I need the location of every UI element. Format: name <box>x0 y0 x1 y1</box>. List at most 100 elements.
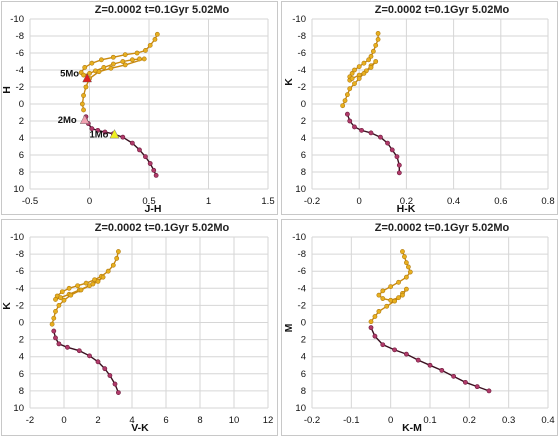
data-point <box>415 357 421 363</box>
data-point <box>385 140 390 146</box>
chart-panel-km: Z=0.0002 t=0.1Gyr 5.02Mo -0.2 -0.1 0 0.1 0.2 0… <box>281 219 558 436</box>
x-tick-label: -2 <box>26 415 34 426</box>
data-point <box>83 84 89 90</box>
y-tick-label: 8 <box>19 386 24 397</box>
data-point <box>110 54 116 60</box>
x-tick-label: 0.2 <box>463 415 476 426</box>
data-point <box>347 118 353 124</box>
x-axis-label: K-M <box>402 422 422 434</box>
data-point <box>380 288 386 294</box>
data-point <box>404 351 409 357</box>
data-point <box>107 373 113 378</box>
data-point <box>368 54 374 59</box>
data-point <box>122 52 128 58</box>
x-tick-label: -0.2 <box>304 196 320 207</box>
data-point <box>405 264 411 270</box>
y-tick-label: -6 <box>298 266 306 277</box>
x-axis-label: V-K <box>131 422 149 434</box>
data-point <box>114 255 120 261</box>
data-point <box>58 295 63 301</box>
mass-marker <box>82 73 92 83</box>
data-point <box>462 379 468 385</box>
data-point <box>116 390 121 396</box>
data-point <box>486 388 492 394</box>
data-point <box>373 59 379 64</box>
data-point <box>361 60 367 66</box>
data-point <box>396 295 401 301</box>
data-point <box>120 59 126 64</box>
y-axis-label: H <box>2 86 13 94</box>
data-point <box>352 124 357 130</box>
data-point <box>396 162 402 168</box>
data-point <box>76 348 82 354</box>
data-point <box>366 57 372 63</box>
data-point <box>349 76 355 81</box>
y-tick-label: -4 <box>298 283 306 294</box>
x-tick-label: 10 <box>229 415 240 426</box>
data-point <box>51 315 57 321</box>
x-tick-label: -0.1 <box>343 415 359 426</box>
data-point <box>134 50 140 56</box>
data-point <box>345 111 350 117</box>
x-tick-label: 1 <box>206 196 211 207</box>
x-tick-label: 0 <box>357 196 362 207</box>
y-tick-label: -4 <box>16 65 24 76</box>
x-tick-label: 1.5 <box>261 196 274 207</box>
data-point <box>378 134 383 140</box>
x-axis-label: H-K <box>397 203 416 215</box>
data-point <box>137 56 142 62</box>
data-point <box>100 274 106 280</box>
y-tick-label: -8 <box>298 249 306 260</box>
x-tick-label: 0.4 <box>447 196 460 207</box>
data-point <box>370 48 376 54</box>
y-tick-label: 0 <box>301 99 306 110</box>
data-point <box>56 341 62 347</box>
y-tick-label: -4 <box>298 65 306 76</box>
y-tick-label: 10 <box>13 403 24 414</box>
data-point <box>89 126 95 132</box>
data-point <box>400 292 405 298</box>
data-point <box>89 60 95 66</box>
data-point <box>376 292 382 298</box>
data-point <box>394 154 400 160</box>
y-tick-label: -8 <box>16 249 24 260</box>
data-point <box>141 56 147 62</box>
data-point <box>404 274 409 280</box>
x-tick-label: 2 <box>95 415 100 426</box>
data-point <box>82 65 88 70</box>
data-point <box>143 48 148 53</box>
y-tick-label: 6 <box>301 369 306 380</box>
data-point <box>143 154 148 160</box>
y-tick-label: 8 <box>301 167 306 178</box>
data-point <box>384 303 390 309</box>
y-axis-label: K <box>2 302 13 310</box>
y-tick-label: -2 <box>16 82 24 93</box>
x-tick-label: -0.2 <box>304 415 320 426</box>
data-point <box>451 373 456 379</box>
y-tick-label: 8 <box>19 167 24 178</box>
y-tick-label: 6 <box>19 369 24 380</box>
chart-title: Z=0.0002 t=0.1Gyr 5.02Mo <box>375 222 510 234</box>
data-point <box>380 342 386 348</box>
y-axis-label: K <box>283 78 295 86</box>
mass-marker-label: 1Mo <box>89 130 108 141</box>
data-point <box>110 61 116 67</box>
data-point <box>400 249 405 254</box>
data-point <box>388 284 394 289</box>
data-point <box>108 65 114 71</box>
data-point <box>49 321 55 327</box>
data-point <box>66 285 72 291</box>
data-point <box>81 93 86 98</box>
data-point <box>368 325 374 331</box>
data-point <box>352 81 357 86</box>
data-point <box>95 279 101 284</box>
y-tick-label: 2 <box>19 116 24 127</box>
data-point <box>81 72 86 78</box>
data-point <box>349 71 355 76</box>
x-tick-label: 8 <box>197 415 202 426</box>
data-point <box>152 37 158 42</box>
data-point <box>154 31 160 37</box>
chart-panel-jh: Z=0.0002 t=0.1Gyr 5.02Mo -0.5 0 0.5 1 1.5 -10 -… <box>1 1 278 215</box>
data-point <box>102 129 108 135</box>
y-tick-label: 0 <box>19 318 24 329</box>
